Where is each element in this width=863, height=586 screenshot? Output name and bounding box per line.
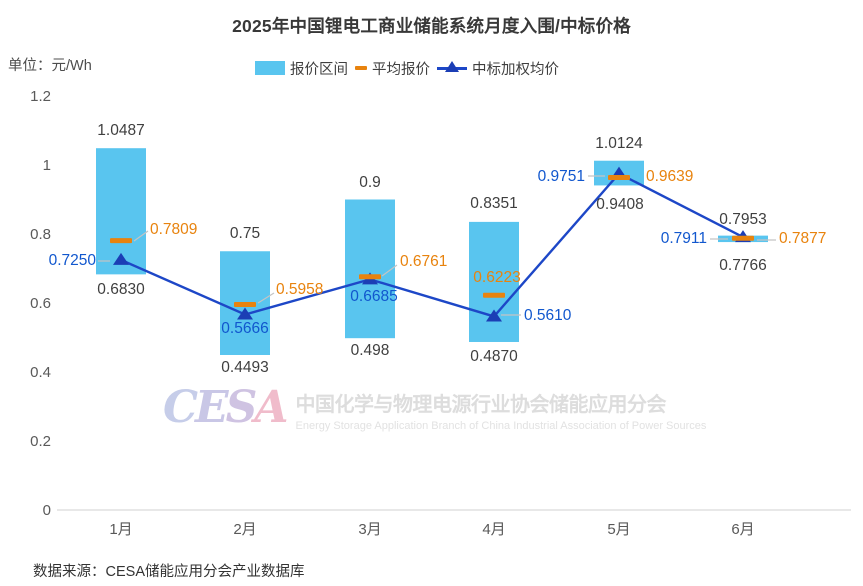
bar-high-label-1月: 1.0487 — [97, 122, 144, 139]
average-quote-marker-4月 — [483, 292, 505, 298]
bar-low-label-5月: 0.9408 — [596, 196, 643, 213]
bar-low-label-2月: 0.4493 — [221, 359, 268, 376]
x-axis-month-label: 3月 — [358, 521, 381, 538]
unit-label: 单位：元/Wh — [8, 58, 92, 74]
y-axis-tick-label: 0 — [43, 502, 51, 519]
chart-title: 2025年中国锂电工商业储能系统月度入围/中标价格 — [232, 16, 631, 36]
bar-high-label-3月: 0.9 — [359, 174, 381, 191]
x-axis-month-label: 4月 — [482, 521, 505, 538]
weighted-average-marker-1月 — [113, 252, 129, 265]
y-axis-tick-label: 0.6 — [30, 295, 51, 312]
legend-label: 中标加权均价 — [472, 61, 559, 78]
weighted-average-label-1月: 0.7250 — [49, 252, 97, 269]
weighted-average-label-5月: 0.9751 — [538, 168, 585, 185]
y-axis-tick-label: 0.2 — [30, 433, 51, 450]
weighted-average-label-6月: 0.7911 — [661, 230, 707, 247]
line-triangle-swatch-icon — [437, 61, 467, 75]
bar-low-label-4月: 0.4870 — [470, 348, 518, 365]
y-axis-tick-label: 1 — [43, 157, 51, 174]
average-quote-marker-3月 — [359, 274, 381, 280]
price-range-bar-3月 — [345, 199, 395, 339]
label-leader-line — [257, 292, 275, 304]
weighted-average-label-2月: 0.5666 — [221, 320, 268, 337]
legend-label: 平均报价 — [372, 61, 430, 78]
average-quote-label-2月: 0.5958 — [276, 281, 323, 298]
x-axis-month-label: 1月 — [109, 521, 132, 538]
label-leader-line — [381, 264, 398, 277]
x-axis-month-label: 5月 — [607, 521, 630, 538]
dash-swatch-icon — [355, 66, 367, 70]
y-axis-tick-label: 0.4 — [30, 364, 51, 381]
weighted-average-marker-4月 — [486, 309, 502, 322]
average-quote-marker-2月 — [234, 301, 256, 307]
average-quote-marker-6月 — [732, 235, 754, 241]
y-axis-tick-label: 1.2 — [30, 88, 51, 105]
legend: 报价区间 平均报价 中标加权均价 — [255, 56, 559, 80]
weighted-average-marker-2月 — [237, 307, 253, 320]
label-leader-line — [133, 230, 149, 242]
weighted-average-line — [120, 172, 744, 318]
weighted-average-label-3月: 0.6685 — [350, 288, 397, 305]
bar-swatch-icon — [255, 61, 285, 75]
average-quote-label-6月: 0.7877 — [779, 230, 826, 247]
bar-low-label-3月: 0.498 — [351, 342, 390, 359]
bar-low-label-1月: 0.6830 — [97, 281, 145, 298]
data-source-note: 数据来源：CESA储能应用分会产业数据库 — [33, 564, 305, 580]
legend-item-price-range: 报价区间 — [255, 58, 348, 79]
bar-low-label-6月: 0.7766 — [719, 257, 766, 274]
average-quote-marker-1月 — [110, 238, 132, 244]
average-quote-label-5月: 0.9639 — [646, 168, 693, 185]
y-axis-tick-label: 0.8 — [30, 226, 51, 243]
x-axis-month-label: 2月 — [233, 521, 256, 538]
bar-high-label-5月: 1.0124 — [595, 135, 643, 152]
legend-item-average-quote: 平均报价 — [355, 58, 430, 79]
bar-high-label-2月: 0.75 — [230, 225, 260, 242]
bar-high-label-4月: 0.8351 — [470, 195, 517, 212]
average-quote-label-4月: 0.6223 — [473, 269, 520, 286]
legend-label: 报价区间 — [290, 61, 348, 78]
average-quote-marker-5月 — [608, 174, 630, 180]
average-quote-label-3月: 0.6761 — [400, 253, 447, 270]
price-range-bar-4月 — [469, 221, 519, 342]
average-quote-label-1月: 0.7809 — [150, 221, 197, 238]
legend-item-weighted-average: 中标加权均价 — [437, 58, 559, 79]
x-axis-month-label: 6月 — [731, 521, 754, 538]
bar-high-label-6月: 0.7953 — [719, 211, 766, 228]
weighted-average-label-4月: 0.5610 — [524, 307, 572, 324]
